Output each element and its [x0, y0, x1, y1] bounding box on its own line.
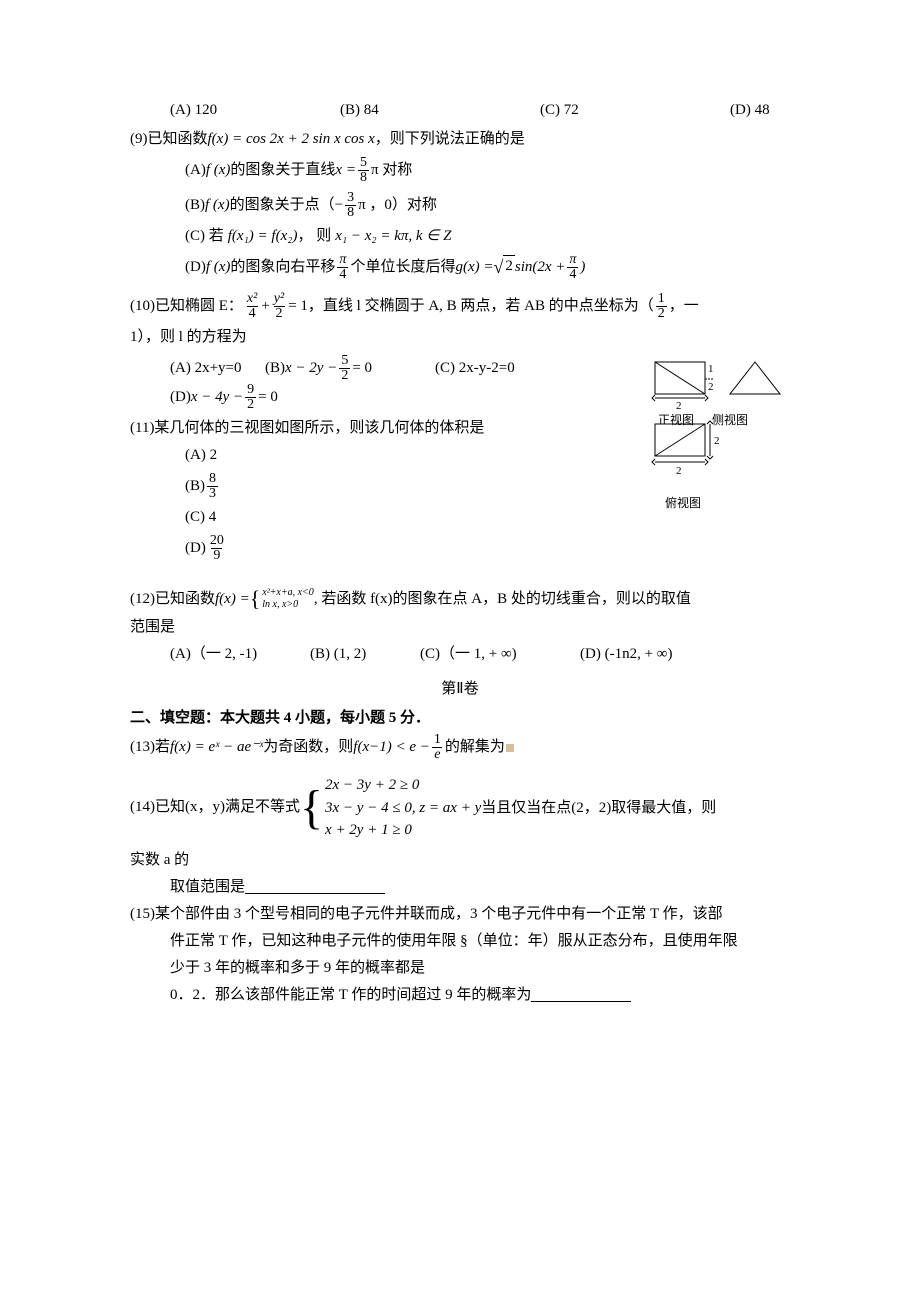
q9-b-mid: 的图象关于点（ [230, 195, 335, 216]
q10-frac1: x²4 [245, 292, 259, 321]
section-2-title: 二、填空题：本大题共 4 小题，每小题 5 分． [130, 708, 790, 729]
q12-opt-a: (A)（一 2, -1) [170, 644, 310, 665]
q15-l4: 0．2．那么该部件能正常 T 作的时间超过 9 年的概率为 [130, 985, 790, 1006]
q10-line2: 1），则 l 的方程为 [130, 327, 790, 348]
q9-d-gx-mid: sin(2x + [515, 257, 566, 278]
q12-fx: f(x) = [215, 589, 250, 610]
q9-d-mid: 的图象向右平移 [230, 257, 335, 278]
q14-post2: 取值范围是 [130, 877, 790, 898]
q9-d-pre: (D) [185, 257, 206, 278]
q10-opt-b: (B) x − 2y − 52 = 0 [265, 354, 435, 383]
q8-options: (A) 120 (B) 84 (C) 72 (D) 48 [130, 100, 790, 121]
q9-d-mid2: 个单位长度后得 [350, 257, 455, 278]
q12-stem-post: , 若函数 f(x)的图象在点 A，B 处的切线重合，则以的取值 [314, 589, 691, 610]
q10-frac3: 12 [656, 292, 667, 321]
q8-opt-d: (D) 48 [730, 100, 790, 121]
q9-a-eq-r: π 对称 [371, 160, 412, 181]
q13-frac: 1e [432, 733, 443, 762]
q13: (13)若 f(x) = eˣ − ae⁻ˣ 为奇函数，则 f(x−1) < e… [130, 733, 790, 762]
q10-q11-block: (A) 2x+y=0 (B) x − 2y − 52 = 0 (C) 2x-y-… [130, 354, 790, 569]
q9-d-frac2: π4 [567, 253, 578, 282]
q11-opt-c: (C) 4 [130, 507, 640, 528]
q9-stem-pre: (9)已知函数 [130, 129, 208, 150]
q14-stem: (14)已知(x，y)满足不等式 { 2x − 3y + 2 ≥ 0 3x − … [130, 774, 790, 842]
q9-a-pre: (A) [185, 160, 206, 181]
q10-options: (A) 2x+y=0 (B) x − 2y − 52 = 0 (C) 2x-y-… [130, 354, 640, 412]
q9-opt-c: (C) 若 f(x₁) = f(x₂) ， 则 x₁ − x₂ = kπ, k … [130, 226, 790, 247]
q9-opt-d: (D) f (x) 的图象向右平移 π4 个单位长度后得 g(x) = √2 s… [130, 253, 790, 282]
svg-text:2: 2 [708, 381, 714, 393]
q10-plus: + [261, 296, 269, 317]
q9-d-frac1: π4 [337, 253, 348, 282]
q9-opt-b: (B) f (x) 的图象关于点（ − 38 π ，0）对称 [130, 191, 790, 220]
q10-stem-post: ，一 [669, 296, 699, 317]
q9-opt-a: (A) f (x) 的图象关于直线 x = 58 π 对称 [130, 156, 790, 185]
q14-post1: 实数 a 的 [130, 850, 790, 871]
q9-c-eq2: x₁ − x₂ = kπ, k ∈ Z [335, 226, 451, 247]
blank-line [245, 880, 385, 894]
q9-a-frac: 58 [358, 156, 369, 185]
q11-opt-a: (A) 2 [130, 445, 640, 466]
q9-a-eq-l: x = [335, 160, 356, 181]
q12-opt-c: (C)（一 1, + ∞) [420, 644, 580, 665]
q14-system: { 2x − 3y + 2 ≥ 0 3x − y − 4 ≤ 0, z = ax… [300, 774, 716, 842]
view-labels-top: 正视图 侧视图 [658, 412, 790, 429]
q11-opt-d: (D) 209 [130, 534, 640, 563]
q9-a-fx: f (x) [206, 160, 231, 181]
q9-c-eq1: f(x₁) = f(x₂) [228, 226, 298, 247]
view-label-bottom: 俯视图 [665, 495, 790, 512]
q9-fx: f(x) = cos 2x + 2 sin x cos x [208, 129, 375, 150]
q9-b-fx: f (x) [205, 195, 230, 216]
q10-eq: = 1，直线 l 交椭圆于 A, B 两点，若 AB 的中点坐标为（ [288, 296, 654, 317]
q10-frac2: y²2 [272, 292, 286, 321]
q12-stem-pre: (12)已知函数 [130, 589, 215, 610]
q12-opt-d: (D) (-1n2, + ∞) [580, 644, 672, 665]
q10-stem-pre: (10)已知椭圆 E： [130, 296, 243, 317]
q11-opt-b: (B) 83 [130, 472, 640, 501]
q9-b-post: π ，0）对称 [358, 195, 437, 216]
q11-stem: (11)某几何体的三视图如图所示，则该几何体的体积是 [130, 418, 640, 439]
q12-opt-b: (B) (1, 2) [310, 644, 420, 665]
q14-pre: (14)已知(x，y)满足不等式 [130, 797, 300, 818]
three-view-figure: 1 2 2 2 2 正视图 侧视图 俯视图 [650, 354, 790, 512]
q13-pre: (13)若 [130, 737, 170, 758]
q10-opt-c: (C) 2x-y-2=0 [435, 358, 545, 379]
q9-stem-post: ，则下列说法正确的是 [375, 129, 525, 150]
q13-mid: 为奇函数，则 [263, 737, 353, 758]
section-2-header: 第Ⅱ卷 [130, 679, 790, 700]
svg-text:2: 2 [714, 435, 720, 447]
q15-l3: 少于 3 年的概率和多于 9 年的概率都是 [130, 958, 790, 979]
svg-text:2: 2 [676, 400, 682, 412]
svg-text:1: 1 [708, 363, 714, 375]
q9-c-mid: ， 则 [297, 226, 331, 247]
q10-opt-a: (A) 2x+y=0 [170, 358, 265, 379]
q13-post: 的解集为 [445, 737, 505, 758]
blank-line [531, 988, 631, 1002]
q8-opt-b: (B) 84 [340, 100, 540, 121]
q10-stem: (10)已知椭圆 E： x²4 + y²2 = 1，直线 l 交椭圆于 A, B… [130, 292, 790, 321]
q9-d-fx: f (x) [206, 257, 231, 278]
q9-d-sqrt: √2 [493, 255, 514, 280]
q9-stem: (9)已知函数 f(x) = cos 2x + 2 sin x cos x ，则… [130, 129, 790, 150]
q15-l2: 件正常 T 作，已知这种电子元件的使用年限 §（单位：年）服从正态分布，且使用年… [130, 931, 790, 952]
blank-marker-icon [506, 744, 514, 752]
q9-a-mid: 的图象关于直线 [230, 160, 335, 181]
q8-opt-a: (A) 120 [170, 100, 340, 121]
q12-options: (A)（一 2, -1) (B) (1, 2) (C)（一 1, + ∞) (D… [130, 644, 790, 665]
q8-opt-c: (C) 72 [540, 100, 730, 121]
q10-opt-d: (D) x − 4y − 92 = 0 [170, 383, 278, 412]
q12-stem: (12)已知函数 f(x) = { x²+x+a, x<0 ln x, x>0 … [130, 587, 790, 611]
q12-line2: 范围是 [130, 617, 790, 638]
q13-ineq-l: f(x−1) < e − [353, 737, 430, 758]
q15-l1: (15)某个部件由 3 个型号相同的电子元件并联而成，3 个电子元件中有一个正常… [130, 904, 790, 925]
q9-b-pre: (B) [185, 195, 205, 216]
q9-c-pre: (C) 若 [185, 226, 224, 247]
svg-text:2: 2 [676, 465, 682, 477]
q9-d-gx-pre: g(x) = [455, 257, 493, 278]
q12-piecewise: { x²+x+a, x<0 ln x, x>0 [250, 587, 314, 611]
q9-d-gx-post: ) [580, 257, 585, 278]
q9-b-frac: 38 [345, 191, 356, 220]
q13-fx: f(x) = eˣ − ae⁻ˣ [170, 737, 263, 758]
